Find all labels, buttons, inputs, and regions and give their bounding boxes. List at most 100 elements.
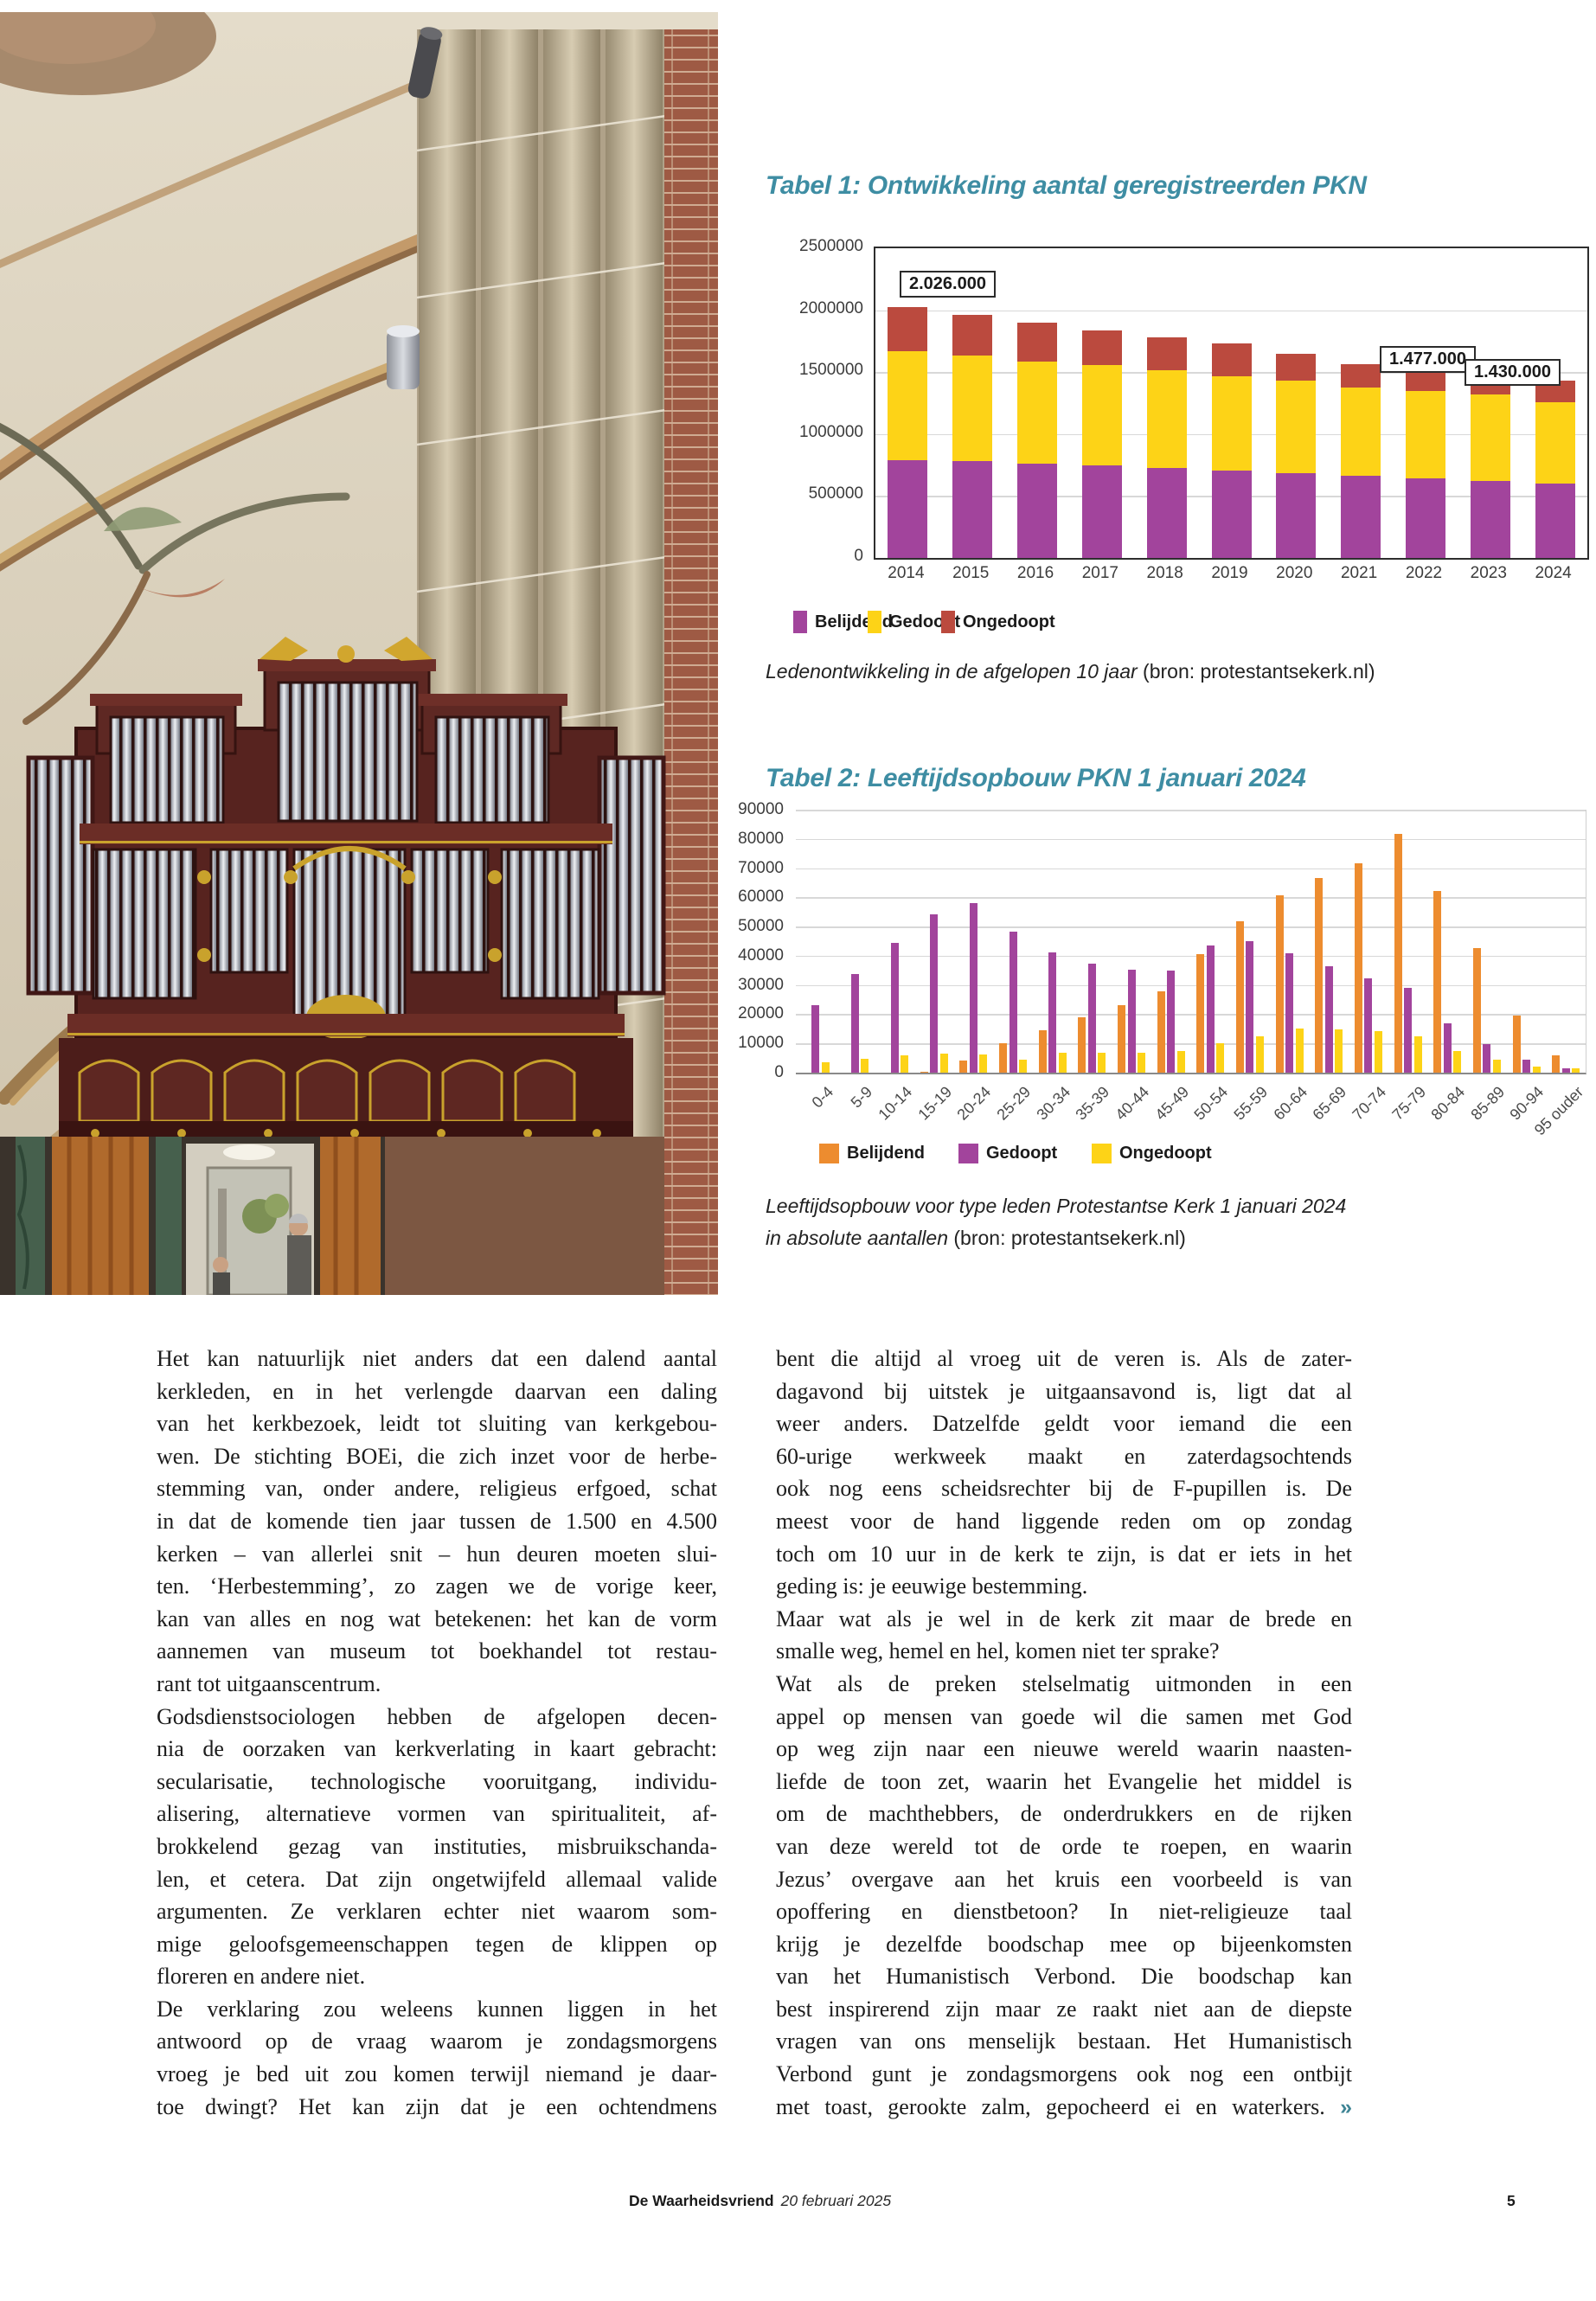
grouped-bar	[901, 1055, 909, 1073]
bar-segment	[1405, 370, 1445, 392]
x-tick-label: 2019	[1211, 564, 1248, 582]
grouped-bar	[861, 1059, 869, 1073]
x-tick-label: 35-39	[1072, 1083, 1113, 1124]
gridline	[796, 838, 1586, 841]
stacked-bar	[1211, 248, 1252, 558]
x-tick-label: 2015	[952, 564, 990, 582]
belijdend-swatch-icon	[793, 611, 807, 633]
grouped-bar	[930, 913, 939, 1073]
grouped-bar	[1453, 1050, 1462, 1073]
article-line: kerkleden, en in het verlengde daarvan e…	[157, 1378, 717, 1404]
grouped-bar	[1138, 1053, 1146, 1073]
grouped-bar	[1098, 1053, 1106, 1073]
grouped-bar	[920, 1071, 928, 1073]
gridline	[796, 1014, 1586, 1016]
stacked-bar	[1017, 248, 1058, 558]
article-line: appel op mensen van goede wil die samen …	[776, 1703, 1352, 1729]
article-line: op weg zijn naar een nieuwe wereld waari…	[776, 1736, 1352, 1762]
article-column-2: bent die altijd al vroeg uit de veren is…	[776, 1343, 1352, 2123]
bar-segment	[1146, 336, 1187, 371]
bar-segment	[1081, 330, 1122, 366]
church-photo-art	[0, 12, 718, 1295]
article-line: alisering, alternatieve vormen van spiri…	[157, 1801, 717, 1827]
y-tick-label: 20000	[738, 1004, 784, 1023]
grouped-bar	[1522, 1060, 1531, 1073]
chart2-caption: Leeftijdsopbouw voor type leden Protesta…	[766, 1190, 1596, 1254]
x-tick-label: 2021	[1340, 564, 1378, 582]
grouped-bar	[1216, 1043, 1225, 1073]
publication-name: De Waarheidsvriend 20 februari 2025	[629, 2192, 891, 2210]
x-tick-label: 2022	[1405, 564, 1443, 582]
article-line: smalle weg, hemel en hel, komen niet ter…	[776, 1638, 1220, 1664]
grouped-bar	[1176, 1051, 1185, 1073]
stacked-bar	[1146, 248, 1187, 558]
grouped-bar	[1532, 1067, 1541, 1073]
x-tick-label: 2020	[1276, 564, 1313, 582]
gridline	[796, 1043, 1586, 1045]
data-label: 1.430.000	[1465, 359, 1561, 386]
article-line: van het Humanistisch Verbond. Die boodsc…	[776, 1964, 1352, 1990]
bar-segment	[1017, 362, 1058, 464]
gridline	[796, 897, 1586, 899]
y-tick-label: 70000	[738, 858, 784, 877]
bar-segment	[952, 315, 993, 356]
article-line: secularisatie, technologische vooruitgan…	[157, 1768, 717, 1794]
bar-segment	[1341, 476, 1381, 558]
publication-title: De Waarheidsvriend	[629, 2192, 774, 2209]
chart1-plot-area: 2.026.000 1.477.000 1.430.000	[874, 247, 1589, 560]
legend-item: Belijdend	[819, 1144, 925, 1163]
article-line: vroeg je bed uit zou komen terwijl niema…	[157, 2061, 717, 2087]
gridline	[796, 984, 1586, 987]
x-tick-label: 65-69	[1309, 1083, 1350, 1124]
article-column-1: Het kan natuurlijk niet anders dat een d…	[157, 1343, 717, 2123]
x-tick-label: 40-44	[1112, 1083, 1153, 1124]
article-line: Jezus’ overgave aan het kruis een voorbe…	[776, 1866, 1352, 1892]
bar-segment	[1211, 471, 1252, 558]
bar-segment	[1276, 472, 1317, 558]
grouped-bar	[1483, 1044, 1491, 1073]
gridline	[796, 926, 1586, 928]
y-tick-label: 50000	[738, 917, 784, 936]
article-line: dagavond bij uitstek je uitgaansavond is…	[776, 1378, 1352, 1404]
grouped-bar	[959, 1060, 968, 1073]
grouped-bar	[1206, 945, 1215, 1073]
stacked-bar	[1470, 248, 1510, 558]
grouped-bar	[1196, 954, 1205, 1073]
gridline	[875, 310, 1587, 312]
x-tick-label: 2016	[1016, 564, 1054, 582]
article-line: Het kan natuurlijk niet anders dat een d…	[157, 1346, 717, 1371]
article-line: argumenten. Ze verklaren echter niet waa…	[157, 1899, 717, 1925]
belijdend-swatch-icon	[819, 1144, 839, 1163]
grouped-bar	[1552, 1055, 1561, 1073]
grouped-bar	[939, 1054, 948, 1073]
grouped-bar	[1295, 1029, 1304, 1073]
y-tick-label: 10000	[738, 1034, 784, 1053]
grouped-bar	[1472, 947, 1481, 1073]
y-tick-label: 2500000	[799, 237, 863, 255]
x-tick-label: 2017	[1081, 564, 1118, 582]
y-tick-label: 0	[854, 547, 863, 565]
article-line: Maar wat als je wel in de kerk zit maar …	[776, 1606, 1352, 1631]
bar-segment	[1341, 363, 1381, 388]
bar-segment	[952, 356, 993, 461]
article-line: kan van alles en nog wat betekenen: het …	[157, 1606, 717, 1631]
bar-segment	[1470, 481, 1510, 558]
data-label: 2.026.000	[900, 271, 996, 298]
article-line: antwoord op de vraag waarom je zondagsmo…	[157, 2029, 717, 2054]
chart1-legend: Belijdend Gedoopt Ongedoopt	[766, 611, 1587, 637]
bar-segment	[1535, 484, 1575, 558]
grouped-bar	[979, 1054, 988, 1073]
article-line: stemming van, onder andere, religieus er…	[157, 1476, 717, 1502]
bar-segment	[1017, 323, 1058, 362]
article-line: 60-urige werkweek maakt en zaterdagsocht…	[776, 1443, 1352, 1469]
grouped-bar	[1019, 1060, 1028, 1073]
article-line: aannemen van museum tot boekhandel tot r…	[157, 1638, 717, 1664]
ongedoopt-swatch-icon	[941, 611, 955, 633]
publication-date: 20 februari 2025	[780, 2192, 892, 2209]
grouped-bar	[1492, 1060, 1501, 1073]
x-tick-label: 15-19	[914, 1083, 955, 1124]
grouped-bar	[1078, 1016, 1086, 1073]
article-line: van deze wereld tot de orde te roepen, e…	[776, 1833, 1352, 1859]
x-tick-label: 45-49	[1151, 1083, 1192, 1124]
legend-item: Gedoopt	[958, 1144, 1057, 1163]
